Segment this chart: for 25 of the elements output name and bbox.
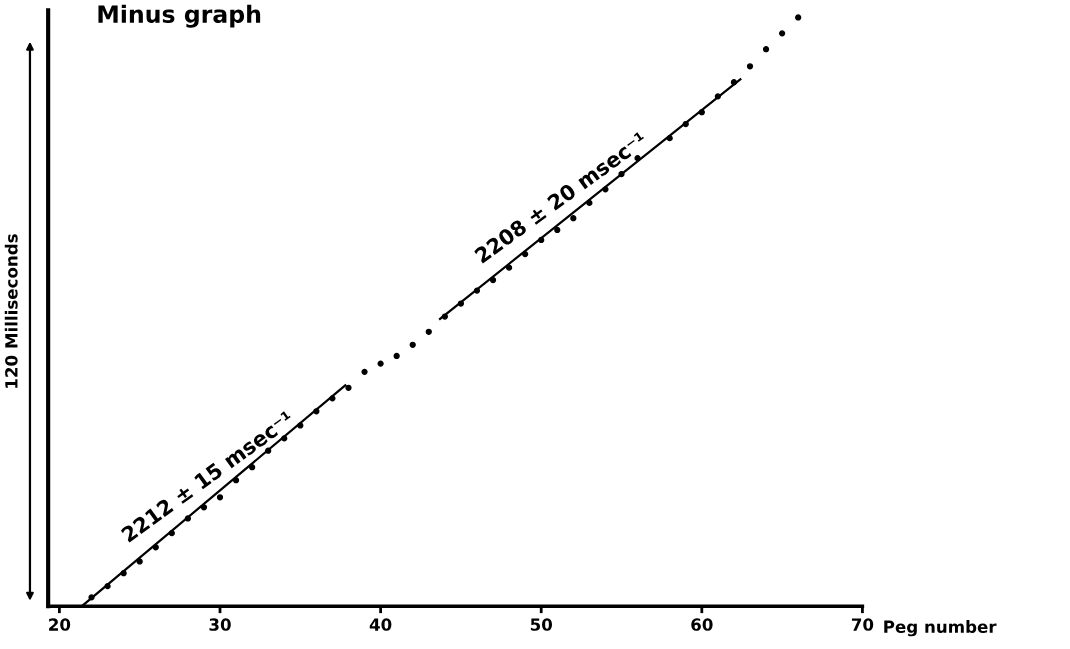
x-tick-label: 30 bbox=[209, 618, 231, 631]
point bbox=[425, 328, 432, 335]
point bbox=[377, 360, 384, 367]
point bbox=[409, 341, 416, 348]
y-axis-title: 120 Milliseconds bbox=[4, 234, 18, 388]
point bbox=[795, 14, 802, 21]
point bbox=[361, 368, 368, 375]
chart-title: Minus graph bbox=[98, 4, 261, 28]
point bbox=[746, 63, 754, 70]
point bbox=[570, 215, 577, 222]
point bbox=[762, 46, 770, 53]
point bbox=[505, 264, 513, 271]
x-tick-label: 50 bbox=[530, 618, 553, 631]
point bbox=[778, 30, 786, 37]
x-tick-label: 40 bbox=[369, 618, 392, 631]
point bbox=[554, 226, 561, 234]
x-tick-label: 70 bbox=[851, 618, 874, 631]
point bbox=[216, 494, 224, 501]
point bbox=[136, 558, 143, 565]
point bbox=[393, 352, 400, 360]
point bbox=[345, 384, 352, 391]
x-tick-label: 20 bbox=[49, 618, 71, 631]
x-tick-label: 60 bbox=[691, 618, 713, 631]
point bbox=[489, 276, 497, 284]
x-axis-title: Peg number bbox=[884, 620, 997, 637]
